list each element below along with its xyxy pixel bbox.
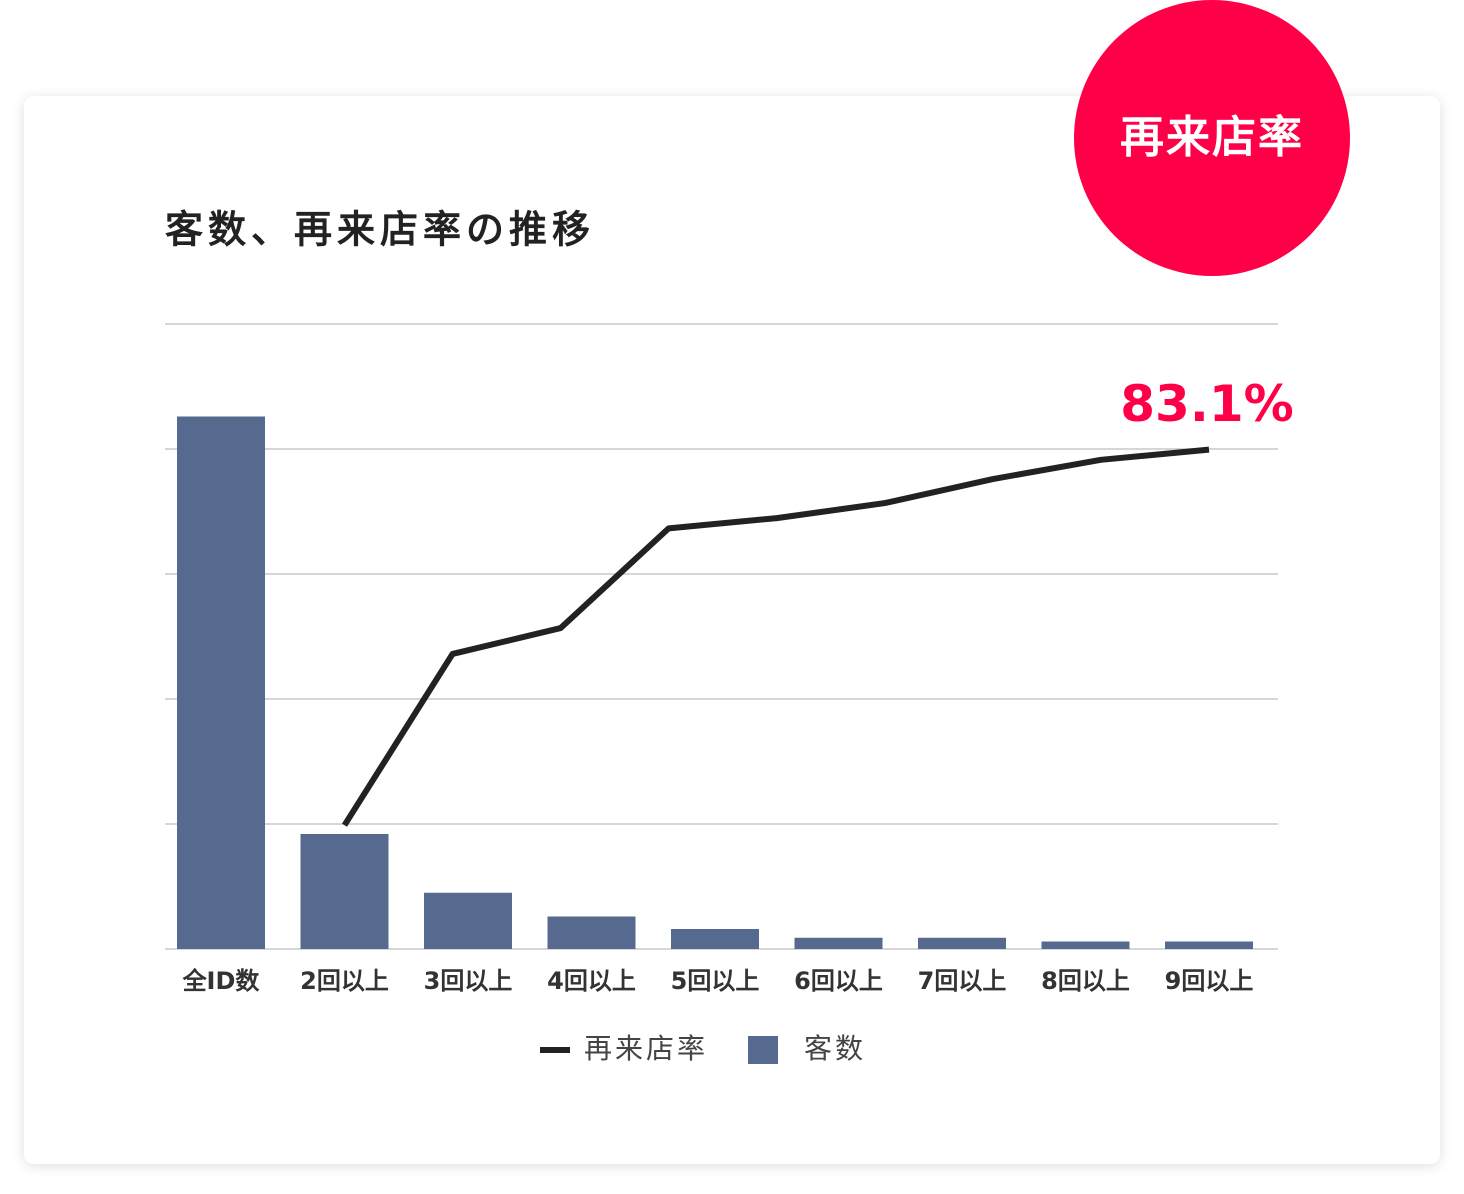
bar — [1041, 941, 1130, 949]
legend-label: 再来店率 — [584, 1032, 708, 1065]
legend-label: 客数 — [804, 1032, 866, 1065]
bar — [918, 937, 1006, 949]
legend-swatch — [748, 1036, 778, 1064]
badge-circle — [1074, 0, 1350, 276]
x-tick-label: 8回以上 — [1041, 967, 1130, 995]
x-tick-label: 6回以上 — [794, 967, 883, 995]
x-tick-label: 2回以上 — [300, 967, 389, 995]
legend-swatch — [540, 1047, 570, 1053]
bar — [794, 937, 883, 949]
x-tick-label: 全ID数 — [182, 967, 261, 995]
x-tick-label: 3回以上 — [424, 967, 513, 995]
badge-text: 再来店率 — [1120, 112, 1304, 163]
bar — [300, 834, 389, 949]
x-tick-label: 4回以上 — [547, 967, 636, 995]
bar — [1165, 941, 1253, 949]
x-tick-label: 5回以上 — [671, 967, 760, 995]
line — [341, 446, 1210, 827]
bar — [424, 892, 512, 949]
x-tick-label: 9回以上 — [1165, 967, 1254, 995]
x-tick-label: 7回以上 — [918, 967, 1007, 995]
bar — [671, 929, 759, 949]
bar — [177, 416, 265, 949]
data-label: 83.1% — [1120, 375, 1293, 433]
bar — [547, 916, 636, 949]
chart-title: 客数、再来店率の推移 — [165, 208, 595, 252]
